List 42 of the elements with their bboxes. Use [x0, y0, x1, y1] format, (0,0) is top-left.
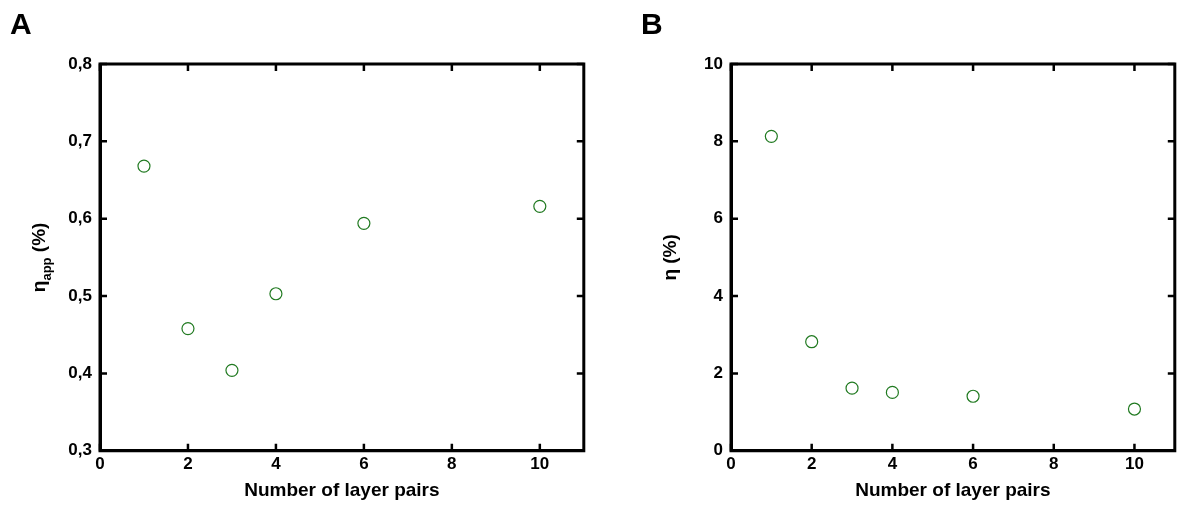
x-tick-label: 6	[359, 453, 369, 473]
y-tick-label: 0,8	[68, 53, 92, 73]
x-tick-label: 2	[183, 453, 193, 473]
y-tick-label: 0,6	[68, 208, 92, 228]
y-axis-title: ηapp (%)	[28, 222, 54, 293]
chart-title: A	[10, 7, 32, 41]
point	[181, 321, 195, 336]
point	[533, 199, 547, 213]
x-tick-label: 6	[968, 453, 978, 473]
x-axis-title: Number of layer pairs	[244, 478, 440, 500]
x-tick-label: 0	[95, 453, 105, 473]
y-tick-label: 4	[713, 285, 724, 305]
y-tick-label: 10	[704, 53, 723, 73]
x-tick-label: 8	[1049, 453, 1059, 473]
y-tick-label: 0,5	[68, 285, 92, 305]
y-tick-label: 0,4	[68, 363, 93, 383]
y-tick-label: 0	[713, 440, 723, 460]
x-axis-title: Number of layer pairs	[855, 478, 1051, 500]
point	[966, 389, 980, 403]
point	[225, 363, 239, 377]
y-axis-title: η (%)	[659, 234, 680, 281]
x-tick-label: 4	[271, 453, 282, 473]
y-tick-label: 8	[713, 131, 723, 151]
point	[885, 385, 899, 399]
x-tick-label: 0	[726, 453, 736, 473]
point	[764, 129, 778, 143]
y-tick-label: 0,7	[68, 131, 92, 151]
x-tick-label: 10	[1124, 453, 1144, 473]
x-tick-label: 2	[806, 453, 817, 473]
point	[137, 159, 151, 173]
chart-title: B	[641, 7, 663, 41]
y-tick-label: 6	[713, 208, 723, 228]
x-tick-label: 4	[887, 453, 898, 473]
y-tick-label: 0,3	[68, 440, 92, 460]
point	[805, 335, 819, 349]
point	[357, 216, 371, 230]
y-tick-label: 2	[713, 363, 723, 383]
point	[845, 381, 859, 395]
point	[1127, 402, 1142, 416]
x-tick-label: 10	[530, 453, 550, 473]
x-tick-label: 8	[447, 453, 457, 473]
point	[269, 287, 283, 301]
